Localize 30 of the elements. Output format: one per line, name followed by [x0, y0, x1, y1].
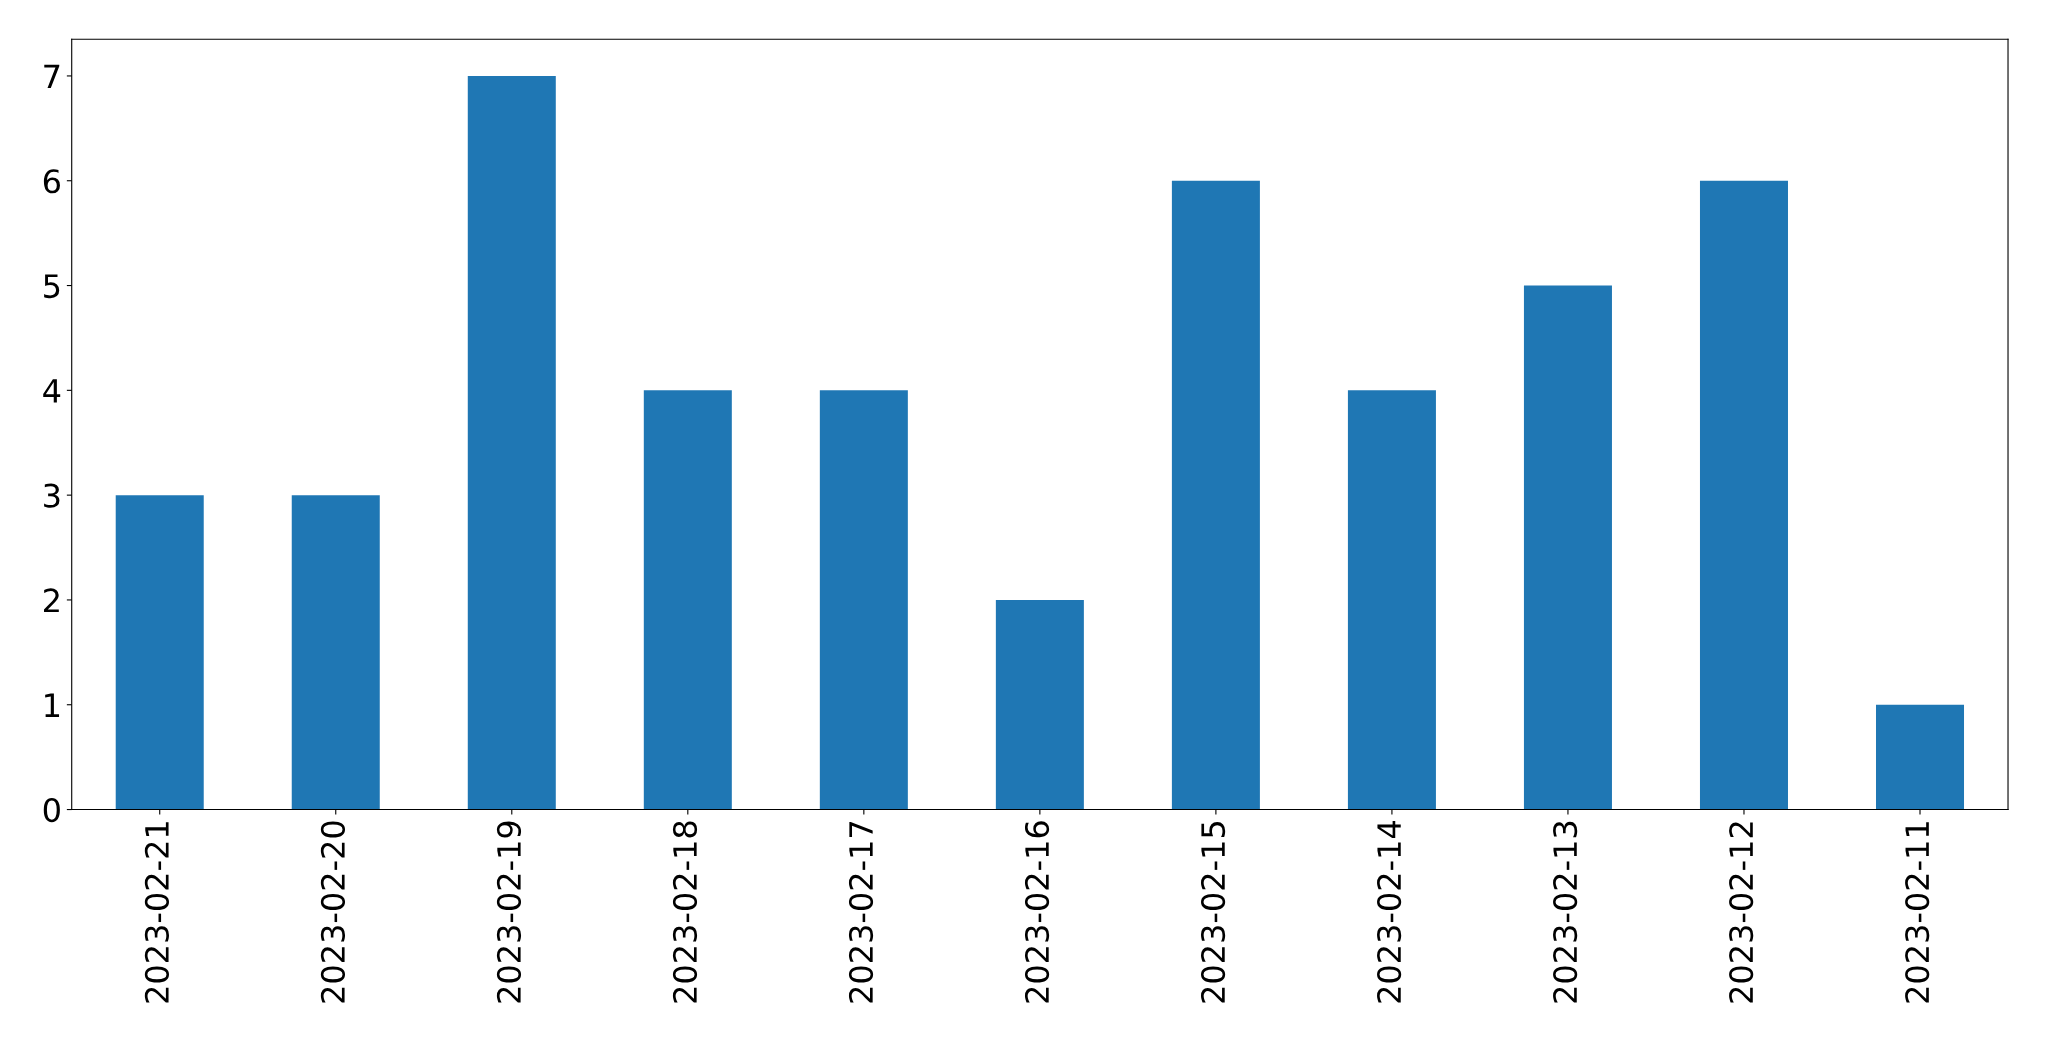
y-tick-label: 0	[43, 797, 60, 823]
x-tick-label: 2023-02-18	[672, 821, 698, 1003]
x-tick-label: 2023-02-21	[144, 822, 169, 1003]
bar	[995, 599, 1084, 810]
bar	[1171, 180, 1260, 810]
bar	[1347, 390, 1436, 810]
x-tick-label: 2023-02-20	[320, 821, 346, 1003]
x-tick-label: 2023-02-12	[1729, 822, 1754, 1003]
x-tick-label: 2023-02-19	[496, 821, 522, 1003]
bar	[643, 390, 732, 810]
y-tick-label: 6	[43, 169, 60, 194]
x-tick-label: 2023-02-13	[1553, 821, 1578, 1003]
x-tick-label: 2023-02-17	[848, 822, 874, 1003]
bar	[291, 495, 380, 810]
bar	[467, 75, 556, 810]
y-tick-label: 7	[44, 64, 60, 89]
bar	[1699, 180, 1788, 810]
bar	[819, 390, 908, 810]
x-tick-label: 2023-02-16	[1024, 821, 1050, 1003]
y-tick-label: 2	[44, 588, 59, 613]
y-tick-label: 1	[45, 693, 60, 717]
bar	[115, 495, 204, 810]
x-tick-label: 2023-02-15	[1201, 822, 1226, 1003]
y-tick-label: 3	[44, 483, 60, 508]
y-tick-label: 5	[44, 274, 60, 299]
x-tick-label: 2023-02-11	[1905, 822, 1930, 1003]
x-tick-label: 2023-02-14	[1377, 821, 1402, 1003]
y-tick-label: 4	[43, 379, 61, 403]
bar	[1523, 285, 1612, 810]
bar	[1876, 704, 1965, 810]
